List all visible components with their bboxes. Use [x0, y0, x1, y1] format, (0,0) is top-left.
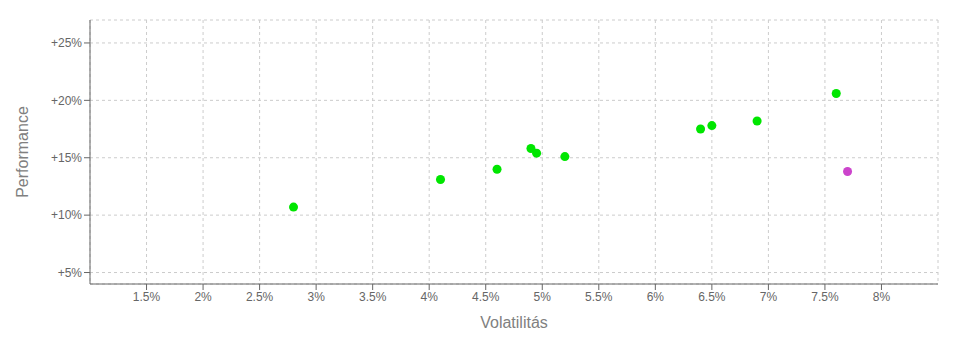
svg-text:+25%: +25% [51, 36, 82, 50]
svg-text:+5%: +5% [58, 266, 83, 280]
svg-text:Performance: Performance [14, 106, 31, 198]
svg-text:7.5%: 7.5% [811, 290, 839, 304]
svg-text:6%: 6% [647, 290, 665, 304]
svg-text:5.5%: 5.5% [585, 290, 613, 304]
svg-text:5%: 5% [534, 290, 552, 304]
svg-text:+10%: +10% [51, 208, 82, 222]
svg-text:6.5%: 6.5% [698, 290, 726, 304]
svg-text:8%: 8% [873, 290, 891, 304]
svg-text:4.5%: 4.5% [472, 290, 500, 304]
svg-text:+15%: +15% [51, 151, 82, 165]
svg-text:1.5%: 1.5% [133, 290, 161, 304]
svg-text:7%: 7% [760, 290, 778, 304]
svg-text:2%: 2% [194, 290, 212, 304]
svg-text:4%: 4% [421, 290, 439, 304]
svg-text:2.5%: 2.5% [246, 290, 274, 304]
svg-text:3%: 3% [307, 290, 325, 304]
svg-text:3.5%: 3.5% [359, 290, 387, 304]
svg-text:Volatilitás: Volatilitás [480, 314, 548, 331]
svg-text:+20%: +20% [51, 94, 82, 108]
